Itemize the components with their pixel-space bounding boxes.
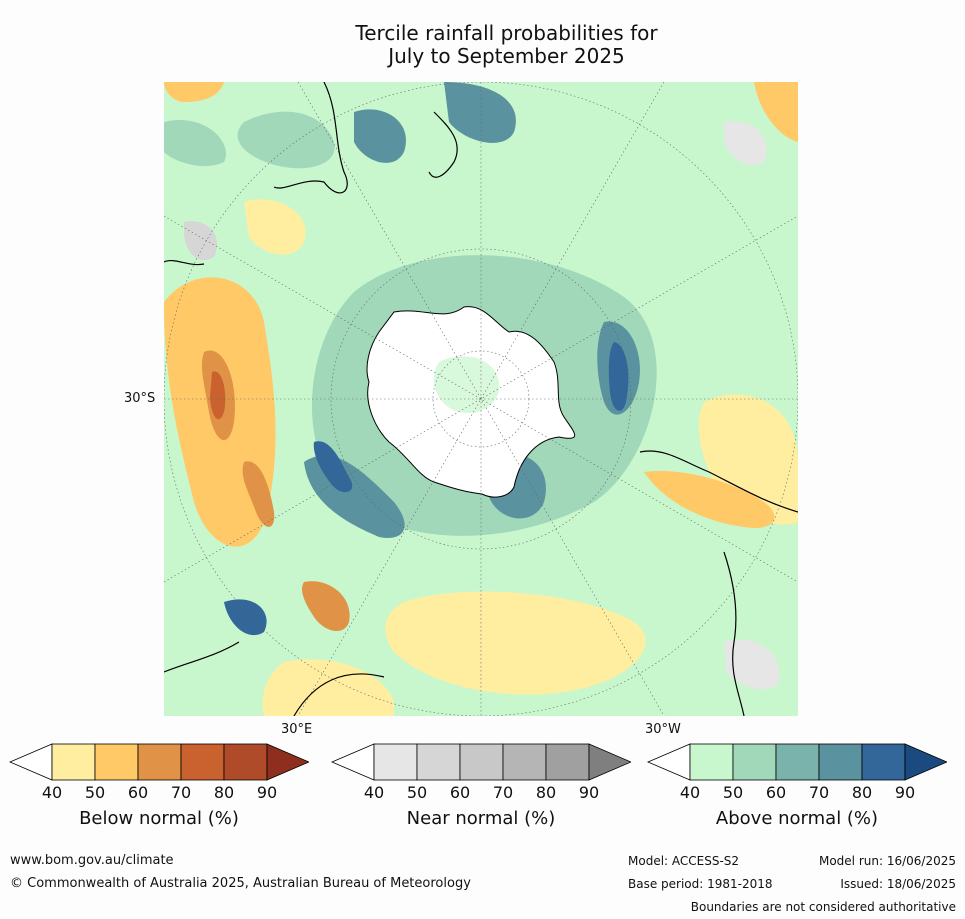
tick-label: 80 (851, 783, 873, 802)
tick-label: 60 (449, 783, 471, 802)
colorbar-label-below: Below normal (%) (79, 808, 239, 829)
colorbar-segment (689, 743, 734, 781)
colorbar-label-near: Near normal (%) (406, 808, 556, 829)
footer-model-run: Model run: 16/06/2025 (818, 854, 956, 868)
coastlines (164, 82, 798, 716)
tick-label: 40 (363, 783, 385, 802)
footer-copyright: © Commonwealth of Australia 2025, Austra… (10, 876, 471, 891)
colorbar-segment (818, 743, 863, 781)
footer-issued: Issued: 18/06/2025 (840, 877, 956, 891)
graticule (164, 82, 798, 716)
colorbar-segment (502, 743, 547, 781)
lon-label-30w: 30°W (645, 722, 681, 737)
colorbar-below-normal (9, 743, 309, 781)
tick-label: 60 (765, 783, 787, 802)
tick-label: 80 (535, 783, 557, 802)
colorbar-segment (459, 743, 504, 781)
tick-label: 80 (213, 783, 235, 802)
colorbar-segment (545, 743, 590, 781)
tick-label: 60 (127, 783, 149, 802)
tick-label: 70 (808, 783, 830, 802)
colorbar-segment (732, 743, 777, 781)
colorbar-segment (223, 743, 268, 781)
footer-url: www.bom.gov.au/climate (10, 853, 174, 868)
colorbar-segment (94, 743, 139, 781)
tick-label: 40 (41, 783, 63, 802)
footer-disclaimer: Boundaries are not considered authoritat… (690, 900, 956, 914)
footer-base-period: Base period: 1981-2018 (628, 877, 773, 891)
footer-model: Model: ACCESS-S2 (628, 854, 740, 868)
colorbar-under-arrow (9, 743, 53, 781)
tick-label: 70 (170, 783, 192, 802)
colorbar-under-arrow (647, 743, 691, 781)
colorbar-over-arrow (588, 743, 631, 781)
tick-label: 50 (722, 783, 744, 802)
map-title-line1: Tercile rainfall probabilities for (355, 21, 658, 45)
lat-label-30s: 30°S (124, 391, 156, 406)
tick-label: 50 (406, 783, 428, 802)
tick-label: 50 (84, 783, 106, 802)
colorbar-segment (775, 743, 820, 781)
colorbar-over-arrow (904, 743, 947, 781)
colorbar-segment (373, 743, 418, 781)
colorbar-near-normal (331, 743, 631, 781)
map-title-line2: July to September 2025 (388, 44, 625, 68)
tick-label: 90 (894, 783, 916, 802)
lon-label-30e: 30°E (281, 722, 313, 737)
colorbar-segment (180, 743, 225, 781)
colorbar-above-normal (647, 743, 947, 781)
colorbar-segment (137, 743, 182, 781)
colorbar-segment (51, 743, 96, 781)
colorbar-segment (416, 743, 461, 781)
colorbar-segment (861, 743, 906, 781)
tick-label: 40 (679, 783, 701, 802)
tick-label: 70 (492, 783, 514, 802)
colorbar-over-arrow (266, 743, 309, 781)
colorbar-label-above: Above normal (%) (715, 808, 879, 829)
tick-label: 90 (256, 783, 278, 802)
colorbar-under-arrow (331, 743, 375, 781)
rainfall-probability-map (164, 82, 798, 716)
tick-label: 90 (578, 783, 600, 802)
